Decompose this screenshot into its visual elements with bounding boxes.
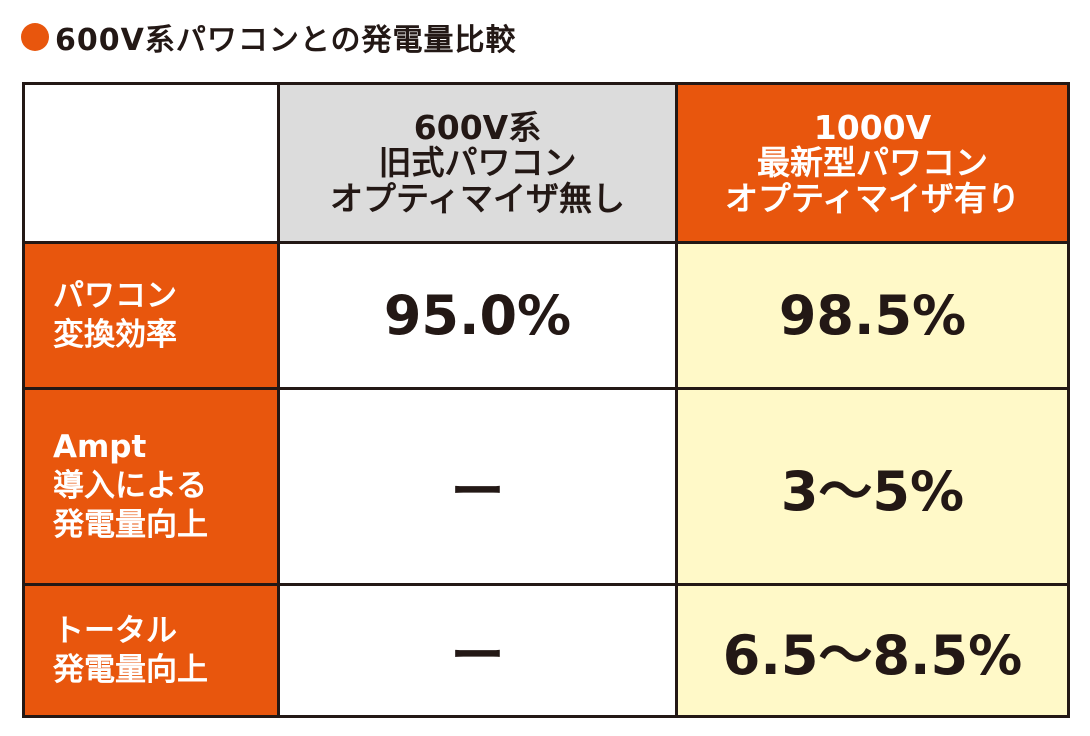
row-3-label-line-1: トータル [53,612,177,649]
header-old-line-2: 旧式パワコン [378,143,577,183]
bullet-dot-icon [21,23,49,51]
header-new-line-1: 1000V [813,107,932,147]
row-1-label-line-1: パワコン [53,277,177,314]
header-new-pcs: 1000V 最新型パワコン オプティマイザ有り [678,85,1067,241]
row-3-old-value: ー [280,586,675,715]
row-3-label-line-2: 発電量向上 [53,651,208,688]
row-2-label-line-3: 発電量向上 [53,506,208,543]
header-old-pcs: 600V系 旧式パワコン オプティマイザ無し [280,85,675,241]
row-1-old-value: 95.0% [280,244,675,387]
row-2-label-line-1: Ampt [53,429,147,466]
header-old-line-1: 600V系 [413,107,542,147]
header-new-line-3: オプティマイザ有り [724,178,1021,218]
row-header-conversion-efficiency: パワコン 変換効率 [25,244,277,387]
row-header-total-gain: トータル 発電量向上 [25,586,277,715]
row-2-label-line-2: 導入による [53,468,208,505]
row-1-label-line-2: 変換効率 [53,316,177,353]
header-old-line-3: オプティマイザ無し [329,178,626,218]
row-3-new-value: 6.5〜8.5% [678,586,1067,715]
header-new-line-2: 最新型パワコン [757,143,988,183]
comparison-table: 600V系 旧式パワコン オプティマイザ無し 1000V 最新型パワコン オプテ… [22,82,1070,718]
row-2-old-value: ー [280,390,675,583]
row-header-ampt-gain: Ampt 導入による 発電量向上 [25,390,277,583]
table-corner-cell [25,85,277,241]
row-2-new-value: 3〜5% [678,390,1067,583]
section-title: 600V系パワコンとの発電量比較 [21,12,517,62]
title-text: 600V系パワコンとの発電量比較 [55,23,517,58]
row-1-new-value: 98.5% [678,244,1067,387]
